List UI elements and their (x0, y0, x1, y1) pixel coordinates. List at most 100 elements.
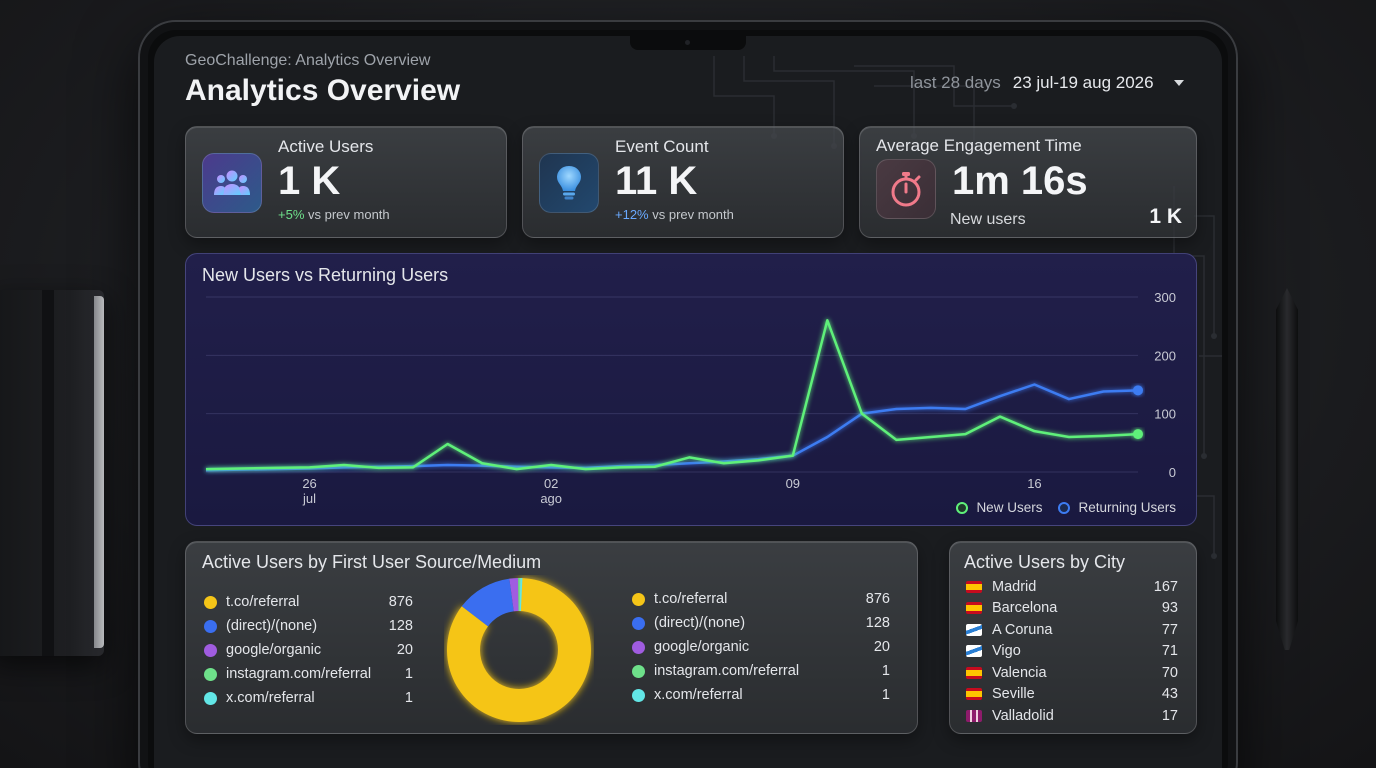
list-item[interactable]: (direct)/(none) 128 (632, 611, 890, 635)
returning-users-line (205, 383, 1139, 472)
source-label: google/organic (226, 642, 322, 658)
kpi-value: 1m 16s (952, 159, 1088, 203)
galicia-flag-icon (966, 645, 982, 658)
users-icon (202, 153, 262, 213)
city-name: Barcelona (992, 600, 1058, 617)
kpi-sub-label: New users (950, 211, 1026, 228)
source-label: (direct)/(none) (654, 615, 746, 631)
x-tick-label: 16 (1027, 476, 1041, 491)
donut-slice-instagram-com-referral[interactable] (518, 578, 521, 612)
y-tick-label: 200 (1154, 348, 1176, 363)
kpi-label: Average Engagement Time (876, 136, 1082, 155)
y-tick-label: 300 (1154, 290, 1176, 305)
camera-notch (630, 36, 746, 50)
table-row[interactable]: Valladolid 17 (966, 705, 1178, 727)
kpi-change-percent: +12% (615, 207, 649, 222)
source-value: 20 (396, 642, 413, 658)
city-card: Active Users by City Madrid 167 Barcelona… (949, 541, 1197, 734)
list-item[interactable]: x.com/referral 1 (632, 683, 890, 707)
legend-label-new-users: New Users (976, 500, 1043, 515)
page-subtitle: GeoChallenge: Analytics Overview (185, 52, 431, 69)
table-row[interactable]: Madrid 167 (966, 576, 1178, 598)
source-label: x.com/referral (226, 690, 315, 706)
city-name: A Coruna (992, 621, 1053, 638)
donut-slice-google-organic[interactable] (509, 578, 519, 612)
kpi-card-event-count[interactable]: Event Count 11 K +12% vs prev month (522, 126, 844, 238)
city-name: Seville (992, 686, 1035, 703)
list-item[interactable]: google/organic 20 (204, 638, 413, 662)
source-value: 128 (388, 618, 413, 634)
city-list: Madrid 167 Barcelona 93 A Coruna 77 Vigo 71 … (966, 576, 1178, 727)
city-name: Madrid (992, 578, 1037, 595)
source-value: 128 (865, 615, 890, 631)
chart-legend: New Users Returning Users (956, 500, 1176, 515)
city-name: Vigo (992, 643, 1021, 660)
city-value: 70 (1161, 664, 1178, 681)
source-value: 1 (881, 687, 890, 703)
source-label: instagram.com/referral (654, 663, 800, 679)
y-tick-label: 0 (1169, 465, 1176, 480)
legend-dot (204, 619, 217, 633)
line-chart-card: New Users vs Returning Users 0 100 200 300 2… (185, 253, 1197, 526)
spain-flag-icon (966, 580, 982, 593)
kpi-label: Event Count (615, 137, 709, 156)
list-item[interactable]: t.co/referral 876 (632, 587, 890, 611)
new-users-line (205, 319, 1139, 471)
spain-flag-icon (966, 688, 982, 701)
legend-dot (632, 640, 645, 654)
table-row[interactable]: Vigo 71 (966, 641, 1178, 663)
lightbulb-icon (539, 153, 599, 213)
kpi-change: +12% vs prev month (615, 207, 734, 222)
source-value: 876 (388, 594, 413, 610)
x-tick-label: 26 (302, 476, 316, 491)
donut-slice-t-co-referral[interactable] (447, 578, 591, 722)
legend-dot (632, 688, 645, 702)
source-value: 20 (873, 639, 890, 655)
list-item[interactable]: (direct)/(none) 128 (204, 614, 413, 638)
kpi-label: Active Users (278, 137, 374, 156)
list-item[interactable]: instagram.com/referral 1 (204, 662, 413, 686)
source-list-left: t.co/referral 876 (direct)/(none) 128 goog… (204, 590, 413, 710)
date-range-value: 23 jul-19 aug 2026 (1012, 73, 1154, 92)
city-value: 77 (1161, 621, 1178, 638)
donut-slice-direct-none[interactable] (461, 578, 514, 627)
source-value: 1 (404, 666, 413, 682)
legend-dot (204, 691, 217, 705)
spain-flag-icon (966, 602, 982, 615)
source-label: t.co/referral (226, 594, 300, 610)
table-row[interactable]: Valencia 70 (966, 662, 1178, 684)
date-range-prefix: last 28 days (910, 73, 1001, 92)
source-medium-card: Active Users by First User Source/Medium… (185, 541, 918, 734)
stopwatch-icon (876, 159, 936, 219)
table-row[interactable]: A Coruna 77 (966, 619, 1178, 641)
notebook (0, 290, 104, 656)
source-label: google/organic (654, 639, 750, 655)
spain-flag-icon (966, 666, 982, 679)
chart-title: New Users vs Returning Users (202, 265, 449, 285)
table-row[interactable]: Barcelona 93 (966, 598, 1178, 620)
kpi-card-engagement-time[interactable]: Average Engagement Time 1m 16s New users… (859, 126, 1197, 238)
list-item[interactable]: google/organic 20 (632, 635, 890, 659)
x-tick-label: 02 (544, 476, 558, 491)
kpi-change-suffix: vs prev month (304, 207, 390, 222)
city-name: Valencia (992, 664, 1047, 681)
list-item[interactable]: t.co/referral 876 (204, 590, 413, 614)
stylus-pen (1276, 288, 1298, 650)
galicia-flag-icon (966, 623, 982, 636)
page-title: Analytics Overview (185, 74, 461, 107)
kpi-card-active-users[interactable]: Active Users 1 K +5% vs prev month (185, 126, 507, 238)
kpi-sub-value: 1 K (1149, 205, 1182, 228)
kpi-value: 11 K (615, 159, 698, 203)
legend-dot-returning-users (1058, 501, 1071, 514)
returning-users-endpoint (1133, 385, 1143, 396)
chevron-down-icon[interactable] (1173, 80, 1184, 86)
list-item[interactable]: instagram.com/referral 1 (632, 659, 890, 683)
date-range-selector[interactable]: last 28 days 23 jul-19 aug 2026 (910, 73, 1184, 93)
donut-slice-x-com-referral[interactable] (519, 578, 523, 612)
list-item[interactable]: x.com/referral 1 (204, 686, 413, 710)
kpi-change-percent: +5% (278, 207, 305, 222)
city-value: 17 (1161, 707, 1178, 724)
source-list-right: t.co/referral 876 (direct)/(none) 128 goog… (632, 587, 890, 707)
table-row[interactable]: Seville 43 (966, 684, 1178, 706)
